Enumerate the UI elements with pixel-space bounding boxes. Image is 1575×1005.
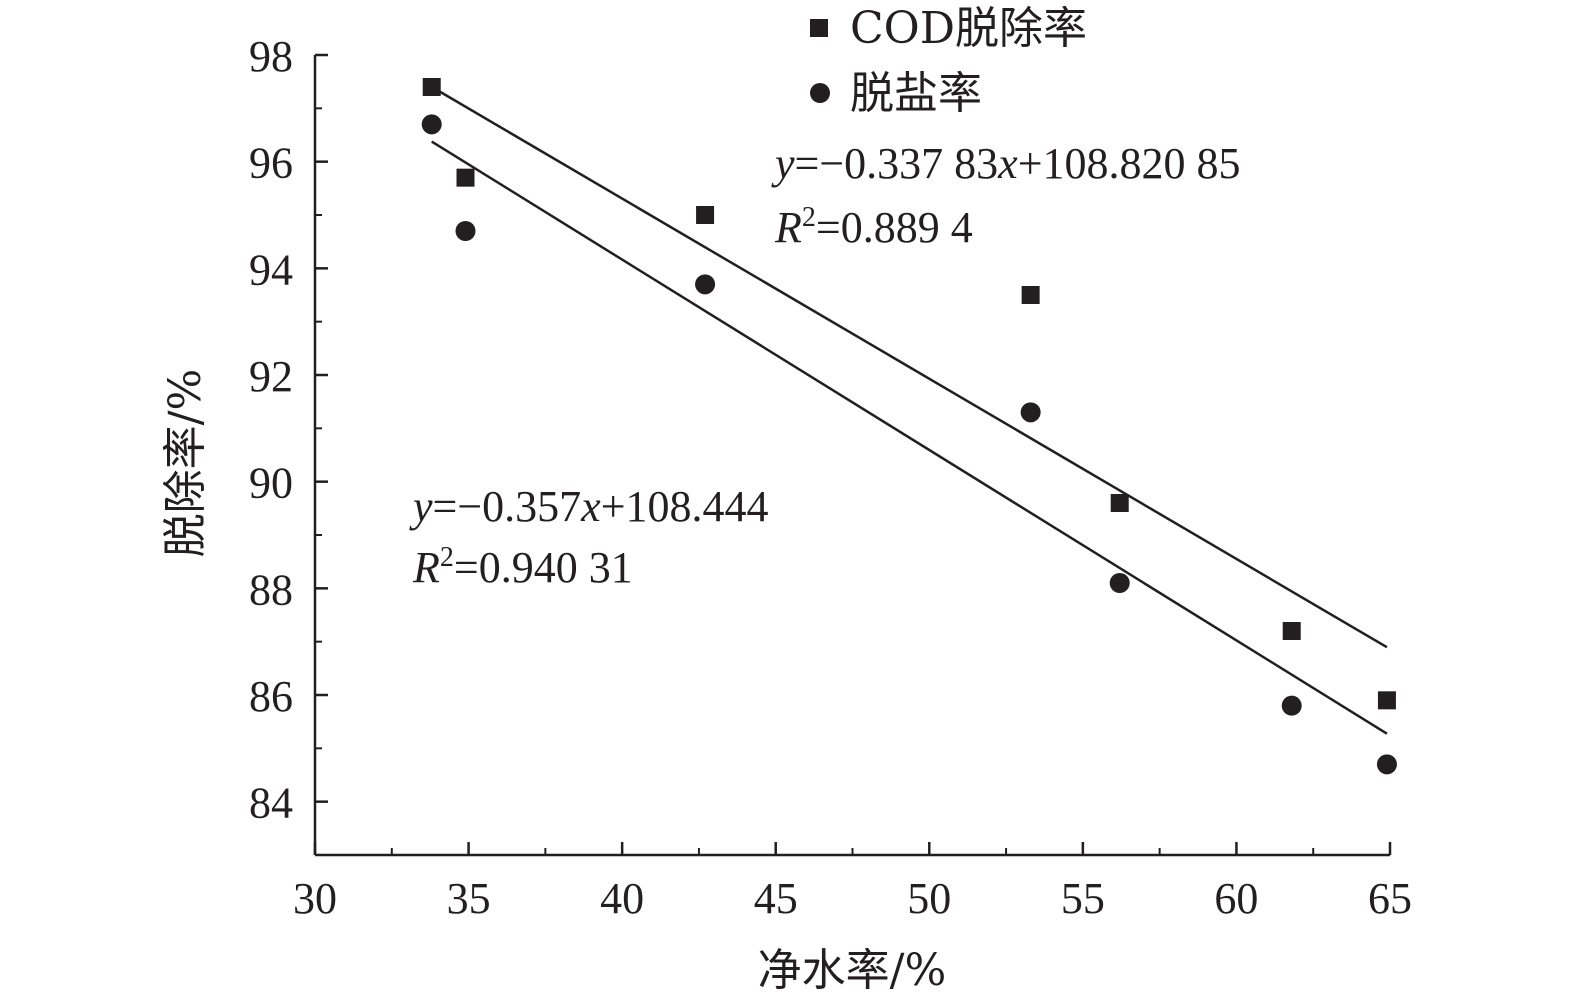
r2-var-r: R <box>774 203 802 252</box>
x-tick-label: 55 <box>1061 874 1105 923</box>
eq-var-x: x <box>997 139 1018 188</box>
r2-value: =0.889 4 <box>816 203 973 252</box>
desalination-data-point <box>1376 754 1397 775</box>
y-axis-title: 脱除率/% <box>160 369 211 558</box>
cod-fit-r2: R2=0.889 4 <box>774 202 973 252</box>
cod-fit-annotation: y=−0.337 83x+108.820 85 R2=0.889 4 <box>771 139 1241 252</box>
y-tick-label: 88 <box>249 565 293 614</box>
x-tick-label: 35 <box>447 874 491 923</box>
r2-superscript: 2 <box>440 542 454 573</box>
eq-slope: =−0.337 83 <box>795 139 999 188</box>
legend-label-desalination: 脱盐率 <box>850 68 982 119</box>
legend: COD脱除率 脱盐率 <box>810 3 1087 119</box>
legend-circle-marker <box>810 83 830 103</box>
desalination-data-point <box>695 274 716 295</box>
cod-fit-line <box>431 85 1388 649</box>
cod-data-point <box>696 206 715 224</box>
legend-square-marker <box>810 19 828 37</box>
desalination-fit-r2: R2=0.940 31 <box>412 542 633 592</box>
x-tick-label: 45 <box>754 874 798 923</box>
desalination-fit-line <box>431 140 1388 735</box>
x-tick-label: 30 <box>293 874 337 923</box>
eq-var-x: x <box>580 482 601 531</box>
desalination-fit-annotation: y=−0.357x+108.444 R2=0.940 31 <box>409 482 769 592</box>
x-tick-label: 65 <box>1368 874 1412 923</box>
r2-var-r: R <box>412 543 440 592</box>
y-tick-label: 96 <box>249 139 293 188</box>
axis-ticks: 30 35 40 45 50 55 60 65 84 86 88 90 92 94 96 98 <box>249 32 1412 923</box>
cod-data-point <box>422 78 441 96</box>
cod-fit-equation: y=−0.337 83x+108.820 85 <box>771 139 1241 188</box>
legend-label-cod: COD脱除率 <box>850 3 1087 54</box>
cod-data-point <box>1282 622 1301 640</box>
r2-superscript: 2 <box>802 202 816 233</box>
x-tick-label: 60 <box>1214 874 1258 923</box>
desalination-data-point <box>421 114 442 135</box>
eq-intercept: +108.444 <box>601 482 769 531</box>
desalination-fit-equation: y=−0.357x+108.444 <box>409 482 769 531</box>
eq-var-y: y <box>771 139 795 188</box>
y-tick-label: 86 <box>249 672 293 721</box>
eq-intercept: +108.820 85 <box>1018 139 1241 188</box>
x-tick-label: 40 <box>600 874 644 923</box>
y-tick-label: 84 <box>249 779 293 828</box>
desalination-data-point <box>1109 573 1130 593</box>
y-tick-label: 98 <box>249 32 293 81</box>
cod-data-point <box>1377 691 1396 710</box>
eq-slope: =−0.357 <box>433 482 582 531</box>
r2-value: =0.940 31 <box>454 543 633 592</box>
desalination-data-point <box>455 221 476 241</box>
eq-var-y: y <box>409 482 433 531</box>
y-tick-label: 90 <box>249 459 293 508</box>
desalination-data-point <box>1281 695 1302 716</box>
cod-data-point <box>1021 286 1040 304</box>
cod-data-point <box>456 168 475 187</box>
trend-lines <box>431 85 1388 735</box>
x-tick-label: 50 <box>907 874 951 923</box>
x-axis-title: 净水率/% <box>758 945 947 996</box>
data-points <box>421 78 1397 775</box>
desalination-data-point <box>1020 402 1041 423</box>
y-tick-label: 94 <box>249 245 293 294</box>
cod-data-point <box>1110 494 1129 512</box>
y-tick-label: 92 <box>249 352 293 401</box>
